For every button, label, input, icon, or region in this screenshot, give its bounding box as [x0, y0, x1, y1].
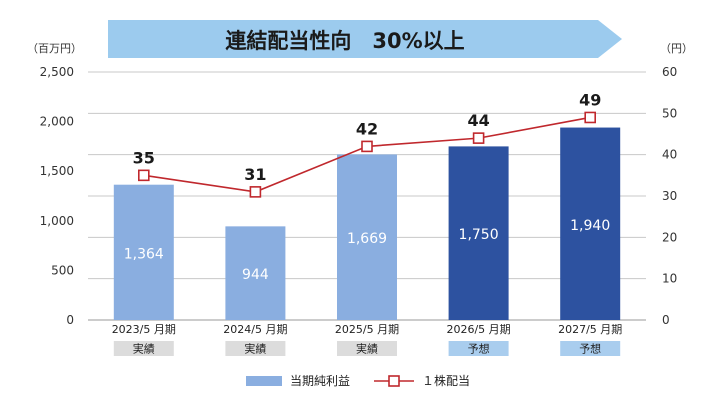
dividend-point — [138, 169, 150, 182]
right-tick-label: 20 — [662, 230, 677, 244]
category-tag-label: 実績 — [356, 342, 378, 356]
left-tick-label: 1,000 — [40, 214, 74, 228]
legend-bar-swatch — [246, 376, 282, 386]
category-tag-label: 予想 — [579, 342, 601, 356]
left-tick-label: 0 — [66, 313, 74, 327]
category-tag-label: 実績 — [133, 342, 155, 356]
legend-line-label: １株配当 — [422, 373, 470, 388]
dividend-point — [249, 186, 262, 198]
profit-bar — [448, 146, 509, 320]
category-label: 2023/5 月期 — [112, 323, 176, 336]
right-tick-label: 10 — [662, 272, 677, 286]
profit-bar-value-label: 1,669 — [347, 231, 387, 247]
legend: 当期純利益 １株配当 — [246, 373, 470, 388]
dividend-value-label: 35 — [133, 148, 155, 167]
profit-bar-value-label: 1,750 — [459, 227, 499, 243]
profit-bar — [225, 226, 286, 320]
left-tick-label: 1,500 — [40, 164, 74, 178]
right-tick-label: 40 — [662, 148, 677, 162]
left-tick-label: 500 — [51, 263, 74, 277]
right-tick-label: 30 — [662, 189, 677, 203]
profit-bar-labels: 1,364 944 1,669 1,750 1,940 — [124, 218, 610, 283]
profit-bar-value-label: 1,364 — [124, 246, 164, 262]
chart-title: 連結配当性向 30%以上 — [225, 29, 464, 53]
dividend-point — [584, 111, 597, 124]
legend-line-marker — [388, 375, 400, 387]
right-tick-label: 50 — [662, 106, 677, 120]
profit-bar-value-label: 944 — [242, 267, 269, 283]
category-tag-box — [337, 341, 397, 356]
category-tag-box — [225, 341, 286, 356]
profit-bar-value-label: 1,940 — [570, 218, 610, 234]
category-label: 2025/5 月期 — [335, 323, 399, 336]
profit-bar — [560, 127, 621, 320]
right-axis-ticks: 0 10 20 30 40 50 60 — [662, 65, 677, 327]
category-tag-box — [113, 341, 174, 356]
category-label: 2024/5 月期 — [223, 323, 287, 336]
left-axis-ticks: 0 500 1,000 1,500 2,000 2,500 — [40, 65, 74, 327]
dividend-value-label: 31 — [244, 165, 266, 184]
dividend-value-label: 49 — [579, 90, 601, 109]
dividend-line: 35 31 42 44 49 — [133, 90, 601, 198]
dividend-point — [361, 140, 373, 153]
dividend-value-label: 44 — [467, 111, 489, 130]
category-tag-label: 実績 — [244, 342, 266, 356]
title-banner — [108, 20, 622, 58]
left-axis-unit: （百万円） — [27, 42, 82, 55]
category-label: 2027/5 月期 — [558, 323, 622, 336]
right-tick-label: 60 — [662, 65, 677, 79]
right-axis-unit: （円） — [660, 42, 693, 55]
dividend-value-label: 42 — [356, 119, 378, 138]
left-tick-label: 2,500 — [40, 65, 74, 79]
right-tick-label: 0 — [662, 313, 670, 327]
profit-bars — [113, 127, 621, 320]
category-tag-box — [560, 341, 621, 356]
dividend-point — [472, 132, 485, 144]
profit-bar — [337, 154, 397, 320]
category-tag-label: 予想 — [468, 342, 490, 356]
category-label: 2026/5 月期 — [446, 323, 510, 336]
profit-bar — [113, 184, 174, 320]
category-tag-box — [448, 341, 509, 356]
left-tick-label: 2,000 — [40, 115, 74, 129]
legend-bar-label: 当期純利益 — [290, 374, 350, 388]
